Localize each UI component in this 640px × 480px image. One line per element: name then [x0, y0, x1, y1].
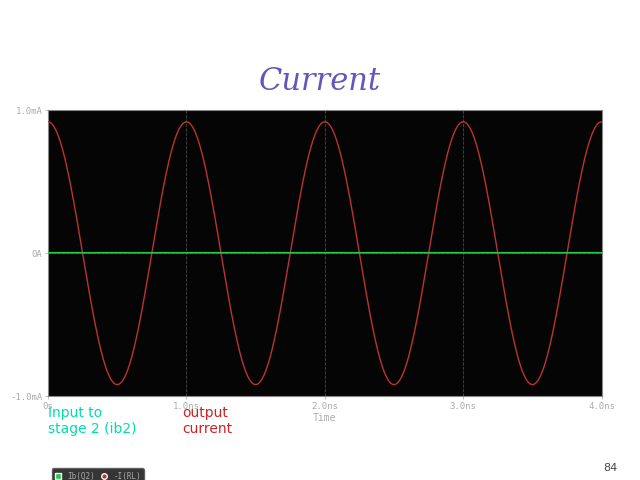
X-axis label: Time: Time: [313, 413, 337, 423]
Text: Input to
stage 2 (ib2): Input to stage 2 (ib2): [48, 406, 136, 436]
Text: 84: 84: [604, 463, 618, 473]
Text: Current: Current: [259, 66, 381, 97]
Text: output
current: output current: [182, 406, 232, 436]
Legend: Ib(Q2), -I(RL): Ib(Q2), -I(RL): [52, 468, 144, 480]
